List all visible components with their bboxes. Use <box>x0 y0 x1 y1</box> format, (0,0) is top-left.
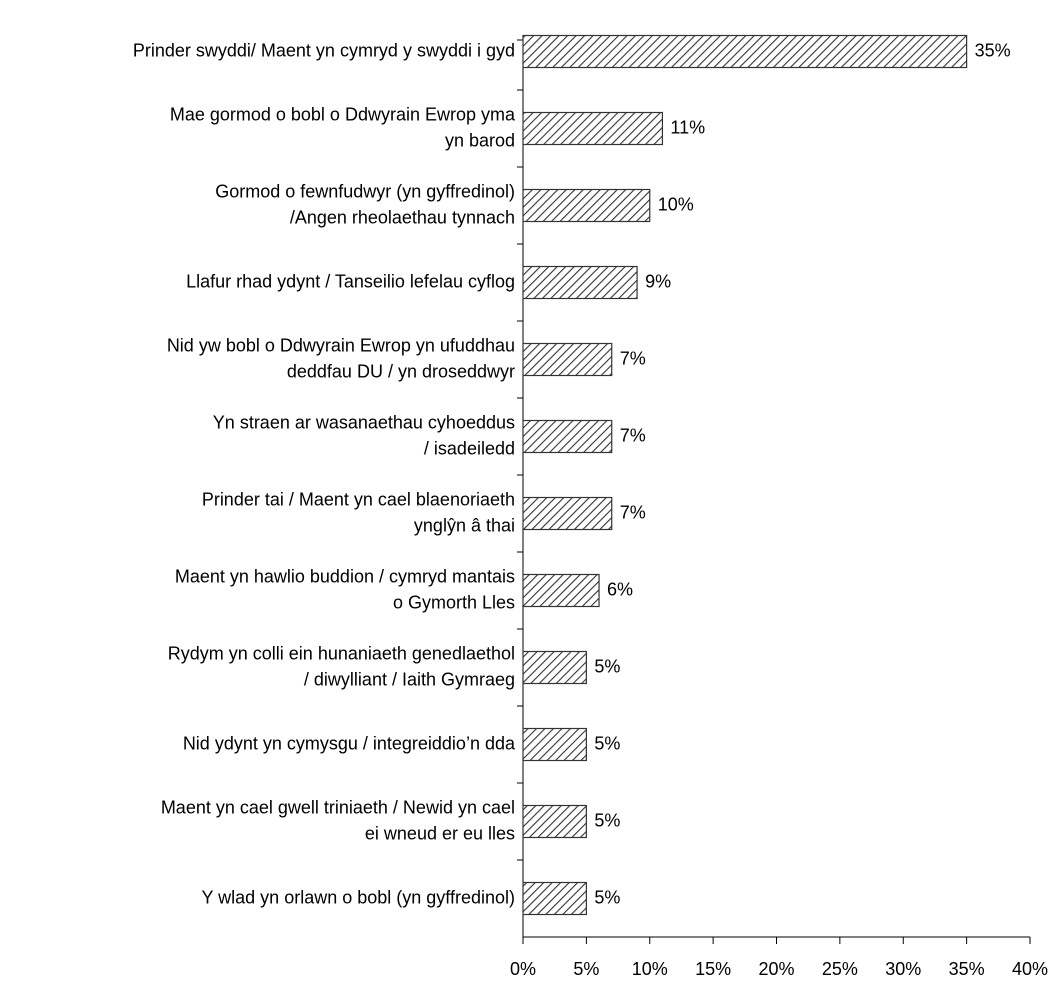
value-label: 5% <box>594 887 620 907</box>
bar <box>522 34 968 69</box>
value-label: 7% <box>620 348 646 368</box>
category-label: Prinder tai / Maent yn cael blaenoriaeth <box>202 489 515 509</box>
value-label: 9% <box>645 271 671 291</box>
bar <box>522 419 613 454</box>
bar <box>522 573 600 608</box>
value-label: 7% <box>620 425 646 445</box>
category-label: ynglŷn â thai <box>414 515 515 535</box>
category-label: / isadeiledd <box>424 438 515 458</box>
bar <box>522 188 651 223</box>
x-tick-label: 0% <box>510 959 536 979</box>
bar <box>522 496 613 531</box>
value-label: 6% <box>607 579 633 599</box>
bar <box>522 111 664 146</box>
category-label: /Angen rheolaethau tynnach <box>290 207 515 227</box>
category-label: Gormod o fewnfudwyr (yn gyffredinol) <box>215 181 515 201</box>
category-label: o Gymorth Lles <box>393 592 515 612</box>
category-label: Llafur rhad ydynt / Tanseilio lefelau cy… <box>186 271 515 291</box>
x-tick-label: 15% <box>695 959 731 979</box>
category-label: ei wneud er eu lles <box>365 823 515 843</box>
value-label: 35% <box>975 40 1011 60</box>
value-label: 11% <box>670 117 705 137</box>
category-label: Yn straen ar wasanaethau cyhoeddus <box>213 412 515 432</box>
x-tick-label: 5% <box>573 959 599 979</box>
x-tick-label: 25% <box>822 959 858 979</box>
category-label: / diwylliant / Iaith Gymraeg <box>304 669 515 689</box>
category-label: Rydym yn colli ein hunaniaeth genedlaeth… <box>168 643 515 663</box>
category-label: Nid ydynt yn cymysgu / integreiddio’n dd… <box>183 733 516 753</box>
x-tick-label: 20% <box>758 959 794 979</box>
bar <box>522 881 587 916</box>
x-tick-label: 30% <box>885 959 921 979</box>
bar <box>522 804 587 839</box>
category-label: Mae gormod o bobl o Ddwyrain Ewrop yma <box>170 104 516 124</box>
bar <box>522 342 613 377</box>
category-label: Y wlad yn orlawn o bobl (yn gyffredinol) <box>201 887 515 907</box>
bar <box>522 265 638 300</box>
bar <box>522 727 587 762</box>
x-tick-label: 10% <box>632 959 668 979</box>
category-label: deddfau DU / yn droseddwyr <box>287 361 515 381</box>
category-label: Maent yn cael gwell triniaeth / Newid yn… <box>161 797 515 817</box>
x-tick-label: 35% <box>949 959 985 979</box>
value-label: 5% <box>594 810 620 830</box>
x-tick-label: 40% <box>1012 959 1048 979</box>
value-label: 5% <box>594 733 620 753</box>
category-label: Maent yn hawlio buddion / cymryd mantais <box>175 566 515 586</box>
value-label: 7% <box>620 502 646 522</box>
value-label: 10% <box>658 194 694 214</box>
category-label: Prinder swyddi/ Maent yn cymryd y swyddi… <box>133 40 515 60</box>
category-label: yn barod <box>445 130 515 150</box>
bar <box>522 650 587 685</box>
category-label: Nid yw bobl o Ddwyrain Ewrop yn ufuddhau <box>167 335 515 355</box>
value-label: 5% <box>594 656 620 676</box>
